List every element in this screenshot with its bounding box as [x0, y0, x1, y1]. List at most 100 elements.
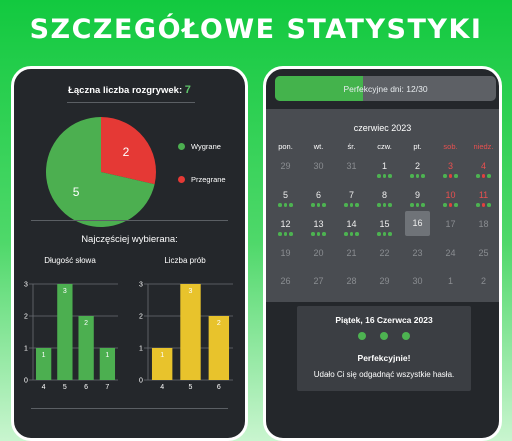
calendar-day: 18 — [478, 219, 489, 229]
total-games-value: 7 — [184, 84, 191, 96]
result-dot-loss — [448, 174, 453, 178]
day-result-dots — [434, 174, 467, 178]
guess-count-chart-title: Liczba prób — [164, 256, 206, 265]
calendar-day[interactable]: 15 — [379, 219, 390, 229]
legend-losses-label: Przegrane — [191, 175, 226, 184]
calendar-day: 29 — [280, 161, 291, 171]
result-dot-win — [344, 203, 348, 207]
day-detail-headline: Perfekcyjnie! — [357, 353, 411, 363]
perfect-days-progress: Perfekcyjne dni: 12/30 — [275, 76, 496, 101]
bar-data-label: 2 — [217, 320, 221, 327]
calendar-day[interactable]: 3 — [447, 161, 453, 171]
bar-data-label: 3 — [63, 288, 67, 295]
bar-data-label: 3 — [189, 288, 193, 295]
result-dot-win — [316, 232, 321, 236]
result-dot-win — [487, 203, 491, 207]
bar — [99, 348, 116, 380]
legend-losses: Przegrane — [178, 175, 226, 184]
calendar-day[interactable]: 1 — [381, 161, 387, 171]
calendar-day: 30 — [313, 161, 324, 171]
calendar-day[interactable]: 8 — [381, 190, 387, 200]
calendar-day[interactable]: 7 — [348, 190, 354, 200]
word-length-bar-chart: 0 1 2 3 1 4 3 5 2 6 1 7 — [24, 282, 118, 391]
result-dot-win — [311, 203, 315, 207]
result-dot-win — [454, 203, 458, 207]
y-tick-label: 0 — [139, 378, 143, 385]
calendar-day[interactable]: 13 — [313, 219, 324, 229]
x-tick-label: 4 — [160, 384, 164, 391]
calendar-day[interactable]: 4 — [480, 161, 486, 171]
calendar-day[interactable]: 12 — [280, 219, 291, 229]
result-dot-win — [355, 232, 359, 236]
calendar-panel: Perfekcyjne dni: 12/30 czerwiec 2023 pon… — [263, 66, 502, 441]
legend-losses-dot — [178, 176, 185, 183]
result-dot-win — [476, 203, 480, 207]
day-result-dots — [401, 203, 434, 207]
guess-count-bar-chart: 0 1 2 3 1 4 3 5 2 6 — [139, 282, 233, 391]
day-result-dots — [401, 174, 434, 178]
result-dot-win — [289, 203, 293, 207]
bar-data-label: 1 — [105, 352, 109, 359]
result-dot-win — [283, 203, 288, 207]
result-dot-win — [349, 232, 354, 236]
calendar-day[interactable]: 11 — [478, 190, 489, 200]
divider — [67, 102, 195, 103]
calendar-day: 25 — [478, 248, 489, 258]
divider — [31, 220, 228, 221]
calendar: czerwiec 2023 pon. wt. śr. czw. pt. sob. niedz… — [266, 109, 499, 302]
bar-data-label: 1 — [160, 352, 164, 359]
result-dot-win — [421, 174, 425, 178]
calendar-day[interactable]: 2 — [414, 161, 420, 171]
x-tick-label: 4 — [42, 384, 46, 391]
calendar-day: 28 — [346, 276, 357, 286]
result-dot-win — [421, 203, 425, 207]
y-tick-label: 2 — [139, 314, 143, 321]
day-result-dots — [434, 203, 467, 207]
x-tick-label: 6 — [84, 384, 88, 391]
detail-result-dot — [380, 332, 388, 340]
result-dot-win — [278, 232, 282, 236]
calendar-day[interactable]: 5 — [282, 190, 288, 200]
result-dot-win — [410, 203, 414, 207]
legend-wins-label: Wygrane — [191, 142, 221, 151]
divider — [31, 408, 228, 409]
day-result-dots — [368, 203, 401, 207]
result-dot-win — [388, 203, 392, 207]
day-result-dots — [335, 232, 368, 236]
y-tick-label: 2 — [24, 314, 28, 321]
result-dot-loss — [481, 203, 486, 207]
result-dot-win — [443, 203, 447, 207]
result-dot-win — [311, 232, 315, 236]
result-dot-win — [476, 174, 480, 178]
x-tick-label: 5 — [189, 384, 193, 391]
result-dot-win — [388, 232, 392, 236]
result-dot-win — [382, 203, 387, 207]
y-tick-label: 3 — [24, 282, 28, 289]
calendar-day: 27 — [313, 276, 324, 286]
bar — [35, 348, 52, 380]
legend-wins: Wygrane — [178, 142, 221, 151]
calendar-day: 31 — [346, 161, 357, 171]
x-tick-label: 7 — [105, 384, 109, 391]
day-result-dots — [368, 174, 401, 178]
x-tick-label: 5 — [63, 384, 67, 391]
y-tick-label: 1 — [24, 346, 28, 353]
result-dot-win — [382, 232, 387, 236]
pie-label-losses: 2 — [123, 145, 130, 159]
calendar-day: 26 — [280, 276, 291, 286]
calendar-day-selected[interactable]: 16 — [405, 211, 430, 236]
calendar-day[interactable]: 10 — [445, 190, 456, 200]
word-length-chart-title: Długość słowa — [44, 256, 96, 265]
calendar-day[interactable]: 14 — [346, 219, 357, 229]
calendar-day: 19 — [280, 248, 291, 258]
bar — [151, 348, 173, 380]
calendar-day[interactable]: 9 — [414, 190, 420, 200]
calendar-day: 30 — [412, 276, 423, 286]
result-dot-win — [322, 232, 326, 236]
result-dot-loss — [481, 174, 486, 178]
bar-data-label: 2 — [84, 320, 88, 327]
bar — [78, 316, 94, 380]
calendar-day[interactable]: 6 — [315, 190, 321, 200]
day-result-dots — [269, 232, 302, 236]
bar — [180, 284, 201, 380]
